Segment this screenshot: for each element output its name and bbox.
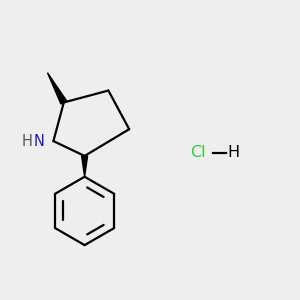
Text: N: N [34,134,45,148]
Text: H: H [227,146,239,160]
Polygon shape [47,73,67,104]
Polygon shape [82,156,88,177]
Text: H: H [22,134,33,148]
Text: Cl: Cl [190,146,206,160]
